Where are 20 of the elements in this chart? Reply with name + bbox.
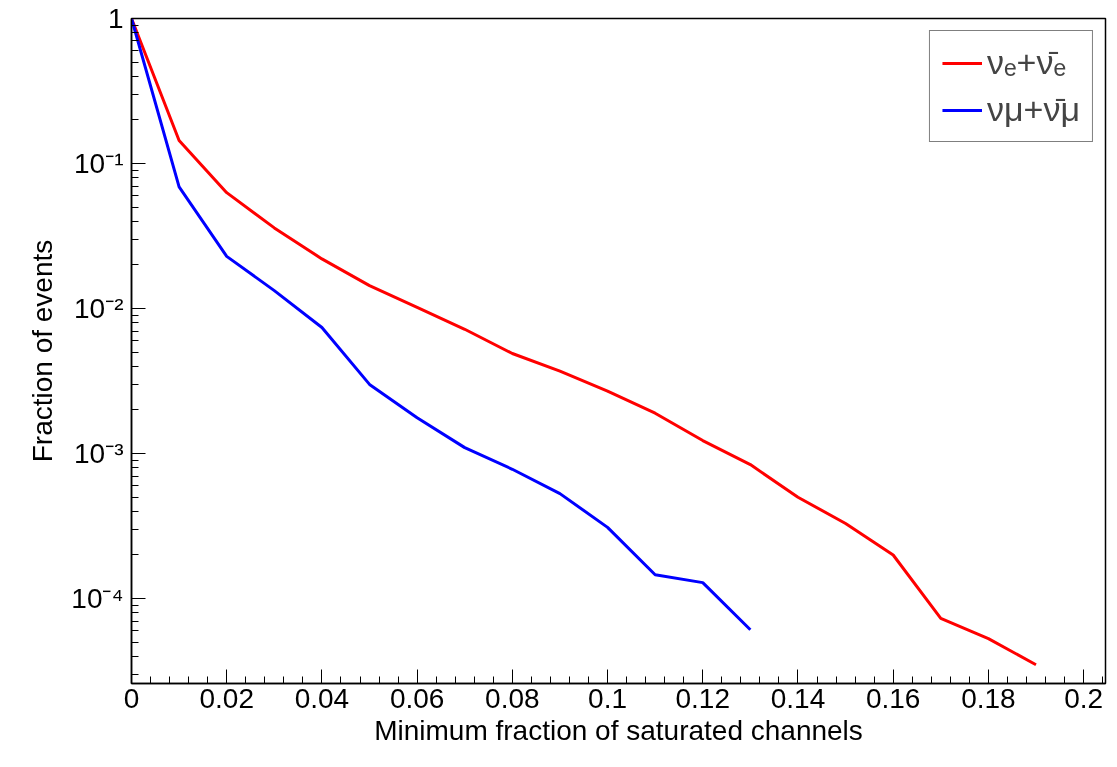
y-tick-label: 1 bbox=[107, 3, 124, 34]
x-tick-label: 0.02 bbox=[199, 682, 254, 714]
x-axis-title: Minimum fraction of saturated channels bbox=[374, 714, 863, 746]
x-tick-label: 0.04 bbox=[294, 682, 350, 714]
x-tick-label: 0.08 bbox=[485, 682, 540, 714]
x-tick-label: 0.1 bbox=[588, 682, 628, 714]
y-tick-label: 10⁻⁴ bbox=[71, 583, 124, 615]
legend-label: νₑ+ν̄ₑ bbox=[986, 43, 1067, 82]
x-tick-label: 0.16 bbox=[865, 682, 921, 714]
x-tick-label: 0.18 bbox=[961, 682, 1016, 714]
x-tick-label: 0.2 bbox=[1064, 682, 1104, 714]
x-tick-label: 0 bbox=[123, 682, 140, 714]
x-tick-label: 0.12 bbox=[675, 682, 731, 714]
y-tick-label: 10⁻³ bbox=[74, 438, 124, 470]
legend-label: νμ+ν̄μ bbox=[986, 90, 1080, 129]
y-tick-label: 10⁻² bbox=[74, 293, 124, 325]
y-axis-title: Fraction of events bbox=[27, 239, 59, 463]
x-tick-label: 0.14 bbox=[770, 682, 826, 714]
x-tick-label: 0.06 bbox=[389, 682, 445, 714]
y-tick-label: 10⁻¹ bbox=[74, 148, 124, 180]
